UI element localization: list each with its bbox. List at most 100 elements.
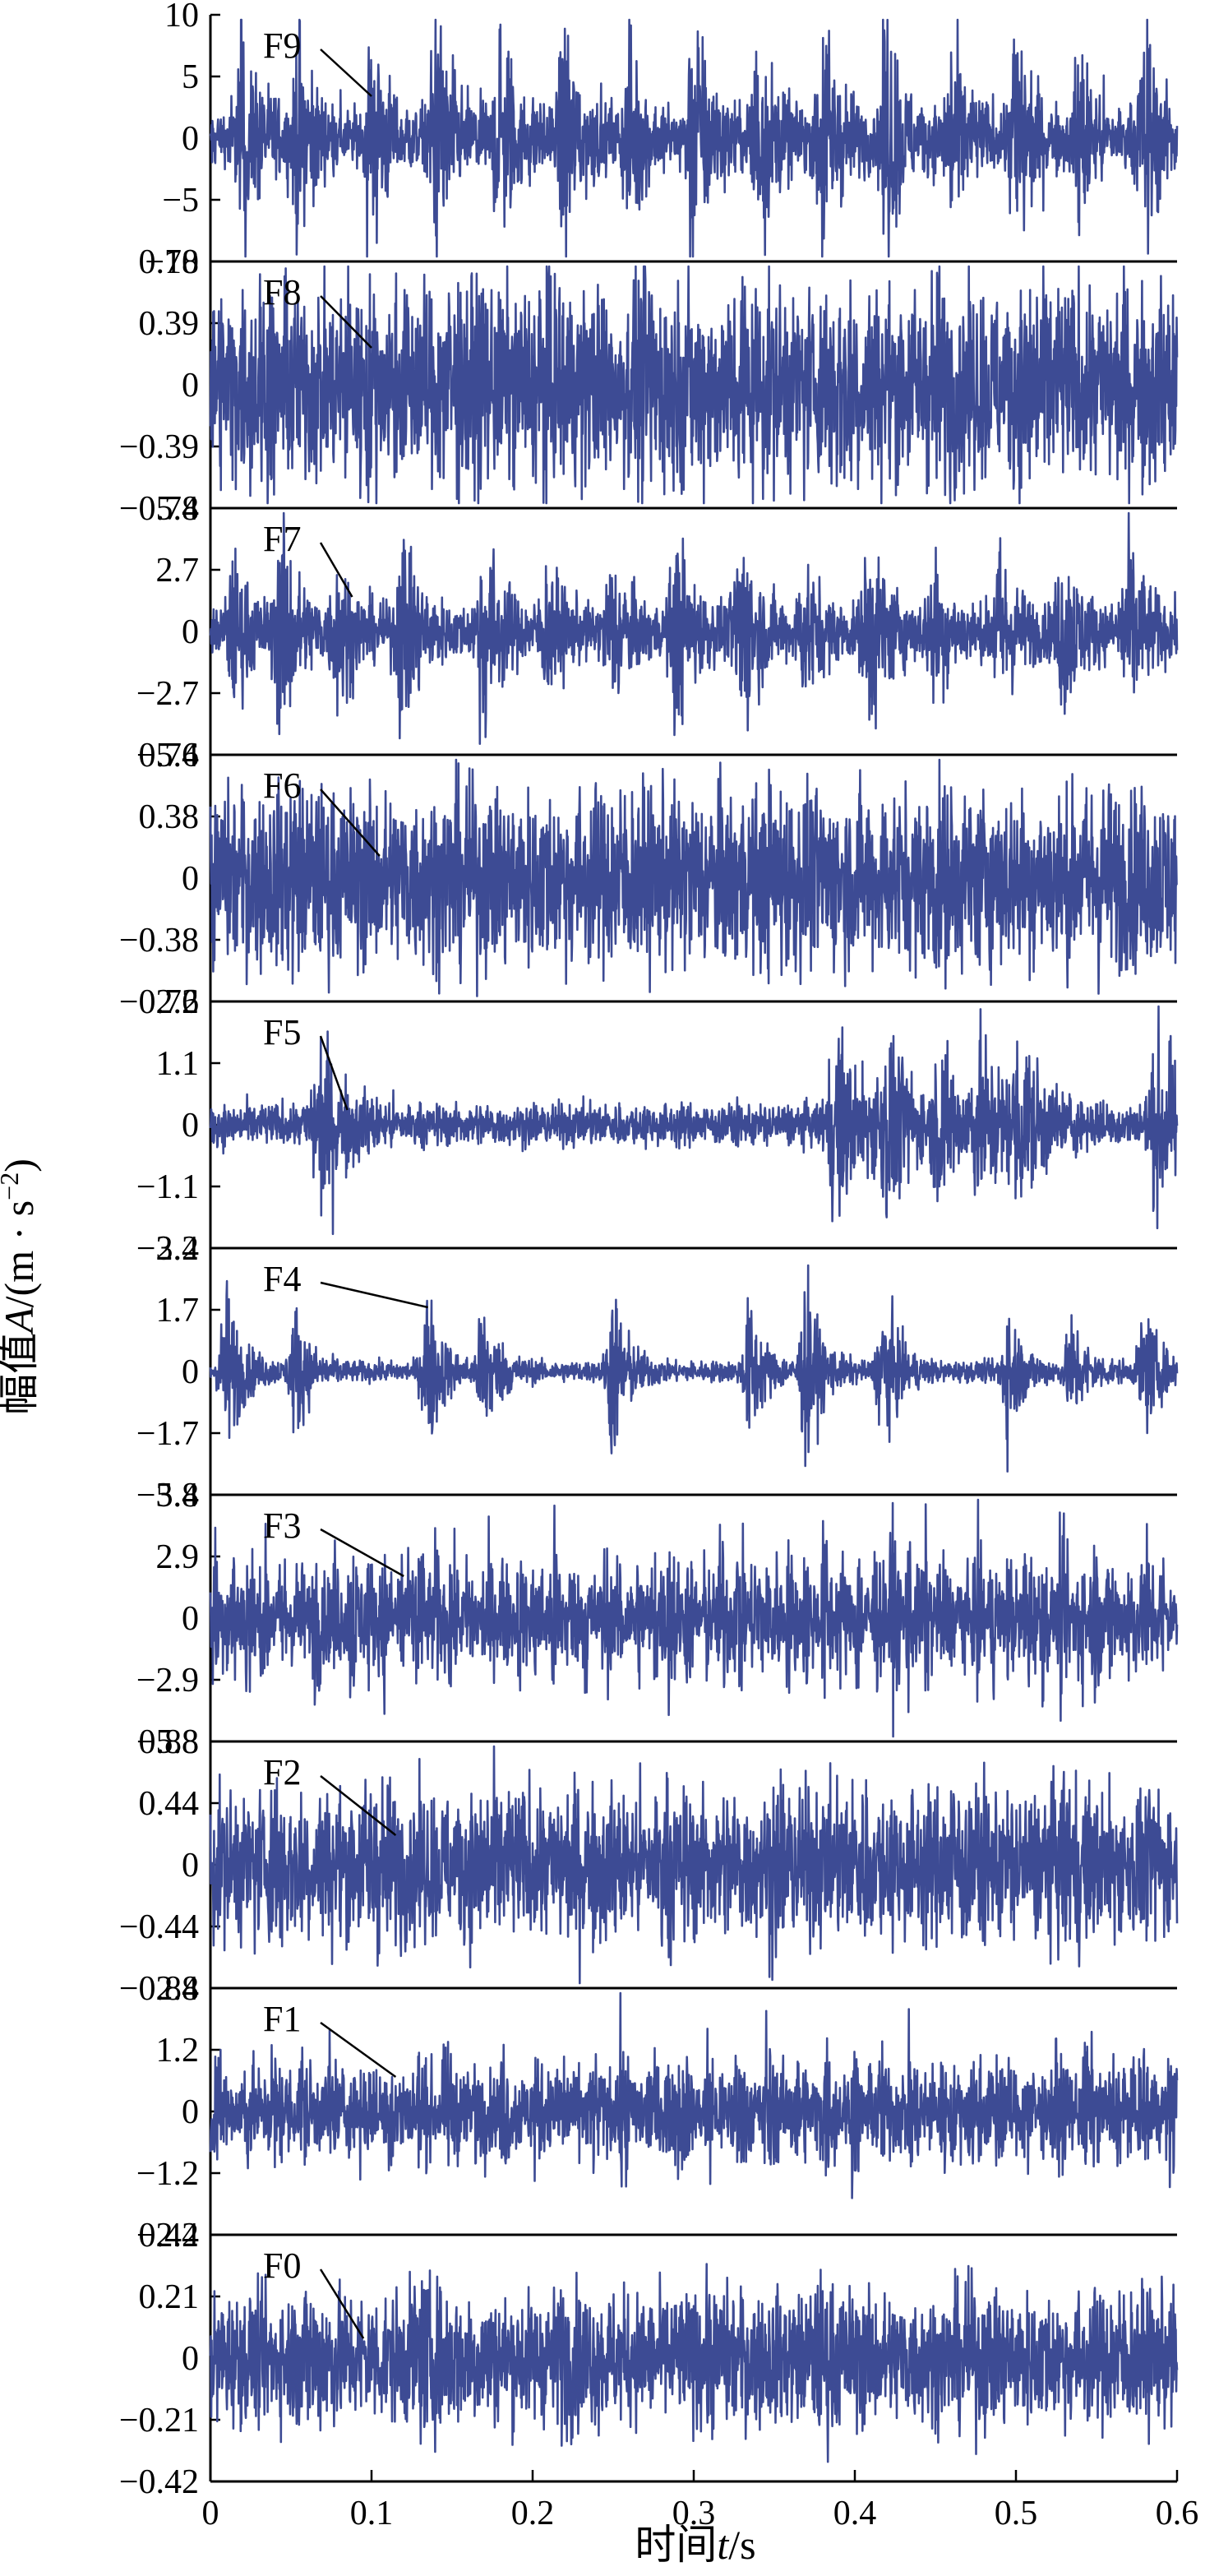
y-tick-label: 2.7 [156, 552, 200, 590]
y-axis-title-close: ) [0, 1159, 42, 1172]
y-tick-label: 0 [182, 367, 199, 405]
y-tick-label: 5 [182, 58, 199, 96]
y-tick-label: −0.21 [119, 2402, 199, 2440]
panel-leader-line [320, 1528, 404, 1578]
y-tick-label: 0.38 [139, 798, 200, 836]
panel-label: F1 [263, 1999, 301, 2039]
panel-leader-line [320, 295, 372, 349]
panel-label: F9 [263, 25, 301, 66]
panel-f2: 0.88 0.44 0 −0.44 −0.88 F2 [119, 1723, 1179, 2008]
panel-leader-line [320, 49, 372, 97]
y-tick-label: 0 [182, 1353, 199, 1391]
y-tick-label: 2.4 [156, 1970, 200, 2008]
y-tick-label: 0.76 [139, 737, 200, 775]
signal-line-f5 [209, 1005, 1179, 1236]
signal-line-f0 [209, 2263, 1179, 2463]
panel-label: F7 [263, 519, 301, 559]
y-tick-label: 0 [182, 860, 199, 898]
y-tick-label: 2.2 [156, 983, 200, 1021]
panels-layer: 10 5 0 −5 −10 F9 0.78 0.39 0 −0.39 −0.78 F8 5.4 2.7 0 −… [119, 0, 1179, 2501]
signal-line-f3 [209, 1498, 1179, 1738]
panel-label: F4 [263, 1259, 301, 1299]
signal-line-f6 [209, 758, 1178, 997]
y-axis-title-cn: 幅值 [0, 1333, 42, 1415]
x-axis-title-cn: 时间 [635, 2522, 717, 2568]
x-axis-title-symbol: t [717, 2522, 729, 2568]
panel-f7: 5.4 2.7 0 −2.7 −5.4 F7 [136, 490, 1179, 775]
panel-f8: 0.78 0.39 0 −0.39 −0.78 F8 [119, 243, 1179, 528]
x-tick-label: 0.5 [995, 2495, 1038, 2532]
panel-f6: 0.76 0.38 0 −0.38 −0.76 F6 [119, 737, 1178, 1021]
y-tick-label: 0 [182, 1600, 199, 1638]
y-tick-label: −1.7 [136, 1415, 199, 1453]
panel-label: F6 [263, 765, 301, 806]
y-tick-label: 0 [182, 2093, 199, 2131]
y-tick-label: 10 [164, 0, 199, 35]
y-tick-label: −0.42 [119, 2463, 199, 2501]
y-tick-label: −2.4 [136, 2217, 199, 2255]
y-tick-label: 5.4 [156, 490, 200, 528]
y-tick-label: 0 [182, 2340, 199, 2378]
y-tick-label: −5.4 [136, 737, 199, 775]
y-tick-label: 1.2 [156, 2032, 200, 2070]
y-axis-title-unit: /(m · s [0, 1200, 42, 1308]
y-tick-label: −1.2 [136, 2155, 199, 2193]
signal-line-f4 [209, 1264, 1179, 1473]
y-tick-label: 2.9 [156, 1538, 200, 1576]
y-tick-label: 0.21 [139, 2278, 200, 2316]
y-tick-label: −0.76 [119, 983, 199, 1021]
y-axis-title-exponent: −2 [0, 1172, 24, 1200]
y-tick-label: 0.78 [139, 243, 200, 281]
y-tick-label: −0.88 [119, 1970, 199, 2008]
y-tick-label: 0 [182, 1847, 199, 1885]
y-tick-label: 0.44 [139, 1785, 200, 1823]
y-tick-label: 1.1 [156, 1045, 200, 1083]
y-tick-label: 1.7 [156, 1292, 200, 1330]
y-tick-label: −3.4 [136, 1477, 199, 1515]
x-axis-title-unit: /s [728, 2522, 755, 2568]
y-tick-label: −0.78 [119, 490, 199, 528]
panel-leader-line [319, 2268, 365, 2339]
panel-label: F5 [263, 1012, 301, 1052]
panel-f4: 3.4 1.7 0 −1.7 −3.4 F4 [136, 1230, 1179, 1515]
y-tick-label: 0 [182, 1107, 199, 1145]
y-axis-title: 幅值A/(m · s−2) [0, 1159, 42, 1415]
y-tick-label: −5.8 [136, 1723, 199, 1761]
x-axis: 0 0.1 0.2 0.3 0.4 0.5 0.6 [202, 2470, 1199, 2532]
x-tick-label: 0 [202, 2495, 219, 2532]
panel-leader-line [320, 1281, 428, 1309]
signal-line-f1 [209, 1991, 1179, 2199]
panel-label: F3 [263, 1505, 301, 1546]
panel-f1: 2.4 1.2 0 −1.2 −2.4 F1 [136, 1970, 1179, 2255]
y-tick-label: 0.88 [139, 1723, 200, 1761]
signal-line-f8 [209, 265, 1179, 505]
panel-leader-line [320, 1775, 397, 1836]
panel-f9: 10 5 0 −5 −10 F9 [145, 0, 1179, 281]
panel-leader-line [319, 542, 353, 598]
y-tick-label: 0 [182, 120, 199, 158]
y-tick-label: −5 [162, 182, 199, 220]
y-tick-label: −2.9 [136, 1662, 199, 1700]
y-tick-label: 5.8 [156, 1477, 200, 1515]
y-tick-label: −10 [145, 243, 199, 281]
y-tick-label: −0.39 [119, 428, 199, 466]
panel-f3: 5.8 2.9 0 −2.9 −5.8 F3 [136, 1477, 1179, 1761]
y-tick-label: 3.4 [156, 1230, 200, 1268]
panel-label: F8 [263, 272, 301, 312]
y-tick-label: −0.38 [119, 922, 199, 960]
x-tick-label: 0.2 [511, 2495, 555, 2532]
panel-label: F2 [263, 1752, 301, 1792]
signal-line-f2 [209, 1745, 1179, 1985]
panel-f0: 0.42 0.21 0 −0.21 −0.42 F0 [119, 2217, 1179, 2501]
y-tick-label: −0.44 [119, 1908, 199, 1946]
signal-line-f9 [209, 18, 1179, 258]
x-tick-label: 0.1 [350, 2495, 394, 2532]
x-axis-title: 时间t/s [635, 2522, 755, 2568]
y-tick-label: 0.42 [139, 2217, 200, 2255]
panel-f5: 2.2 1.1 0 −1.1 −2.2 F5 [136, 983, 1179, 1268]
x-tick-label: 0.6 [1156, 2495, 1199, 2532]
panel-leader-line [319, 1035, 349, 1111]
y-tick-label: −2.7 [136, 675, 199, 713]
